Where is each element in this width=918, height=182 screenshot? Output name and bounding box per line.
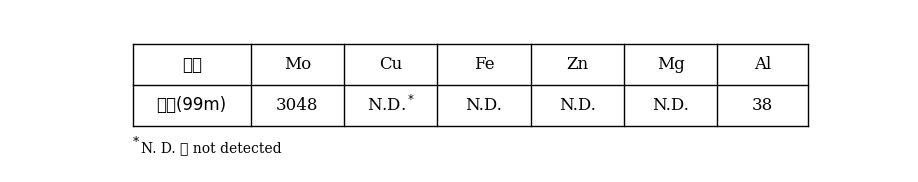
Text: 조성(99m): 조성(99m) [157, 96, 227, 114]
Text: 38: 38 [752, 97, 774, 114]
Text: Zn: Zn [566, 56, 588, 73]
Text: 구분: 구분 [182, 56, 202, 74]
Text: N.D.: N.D. [559, 97, 596, 114]
Text: 3048: 3048 [276, 97, 319, 114]
Text: N.D.: N.D. [465, 97, 502, 114]
Text: Cu: Cu [379, 56, 402, 73]
Text: N. D. ： not detected: N. D. ： not detected [141, 141, 282, 155]
Text: Fe: Fe [474, 56, 494, 73]
Text: N.D.: N.D. [652, 97, 689, 114]
Text: N.D.$^*$: N.D.$^*$ [366, 95, 415, 115]
Text: Al: Al [755, 56, 771, 73]
Text: Mg: Mg [656, 56, 685, 73]
Text: Mo: Mo [284, 56, 311, 73]
Text: *: * [133, 136, 140, 149]
